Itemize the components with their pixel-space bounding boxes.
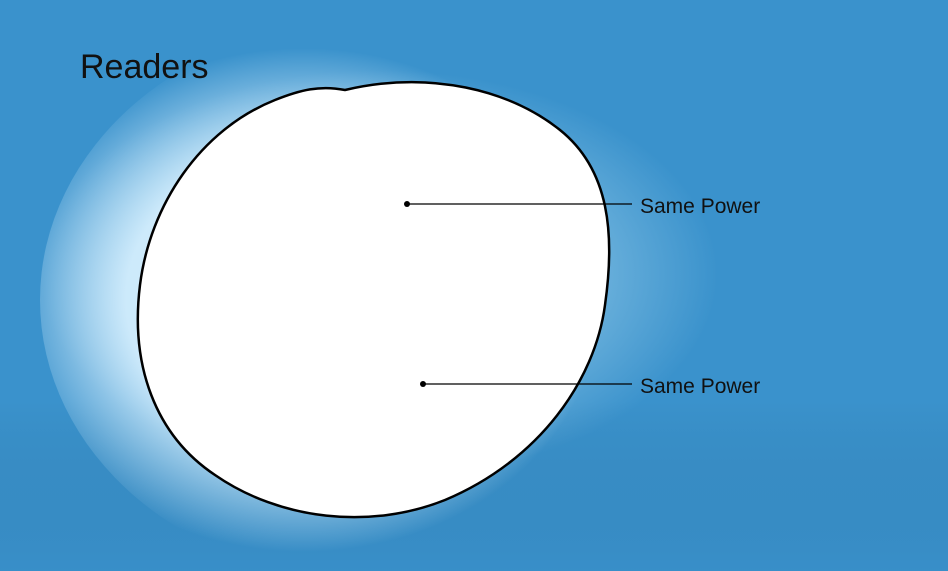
diagram-canvas: Readers Same Power Same Power	[0, 0, 948, 571]
callout-label: Same Power	[640, 195, 760, 219]
diagram-title: Readers	[80, 48, 209, 87]
callout-label: Same Power	[640, 375, 760, 399]
